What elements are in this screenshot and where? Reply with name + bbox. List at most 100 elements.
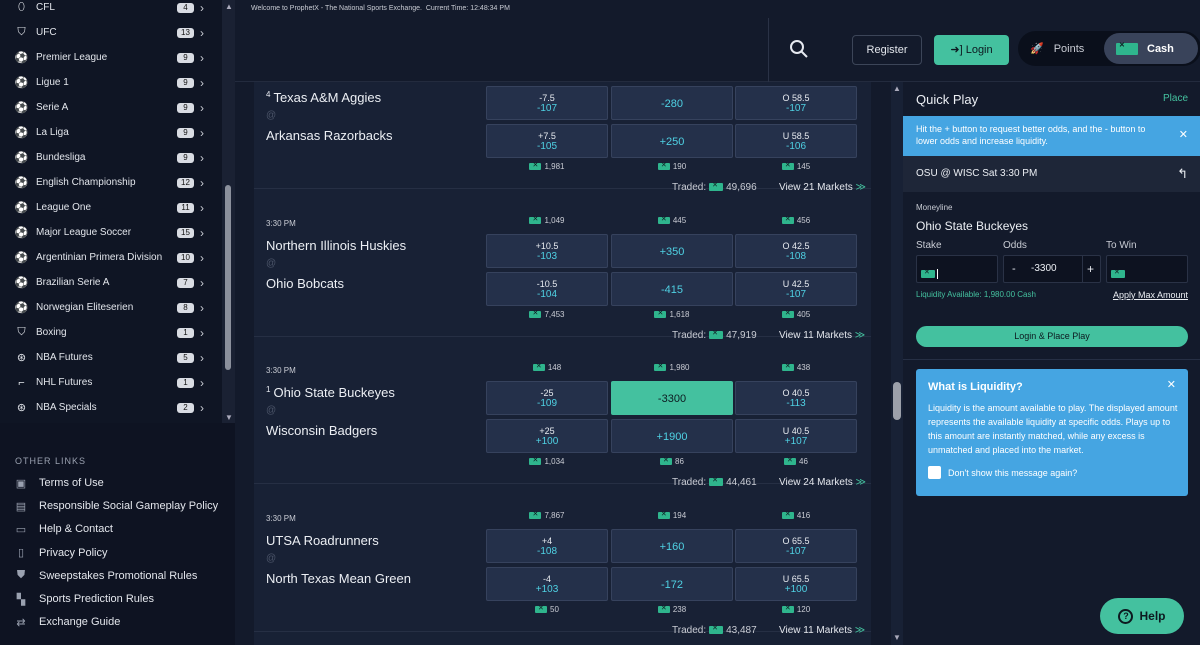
odds-cell[interactable]: -7.5 -107 bbox=[486, 86, 608, 120]
sidebar-item-league[interactable]: ⊛ NBA Specials 2 › bbox=[0, 395, 222, 420]
cash-icon bbox=[781, 510, 794, 520]
view-markets-link[interactable]: View 24 Markets ≫ bbox=[779, 477, 866, 488]
other-link-label: Privacy Policy bbox=[39, 546, 108, 559]
traded-label: Traded: bbox=[672, 625, 707, 636]
view-markets-link[interactable]: View 11 Markets ≫ bbox=[779, 330, 865, 341]
basketball-icon: ⊛ bbox=[16, 402, 27, 414]
odds-cell[interactable]: U 65.5 +100 bbox=[735, 567, 857, 601]
sidebar-item-league[interactable]: ⚽ English Championship 12 › bbox=[0, 170, 222, 195]
scroll-up-icon[interactable]: ▲ bbox=[893, 84, 901, 93]
other-link[interactable]: ▭ Help & Contact bbox=[15, 519, 113, 539]
odds-cell[interactable]: +4 -108 bbox=[486, 529, 608, 563]
sidebar-item-league[interactable]: ⚽ Bundesliga 9 › bbox=[0, 145, 222, 170]
sidebar-scrollbar[interactable]: ▲ ▼ bbox=[222, 0, 235, 423]
sidebar-item-league[interactable]: ⊛ NBA Futures 5 › bbox=[0, 345, 222, 370]
help-button[interactable]: ? Help bbox=[1100, 598, 1184, 634]
close-icon[interactable]: ✕ bbox=[1166, 379, 1176, 391]
search-icon[interactable] bbox=[788, 38, 810, 60]
sidebar-item-league[interactable]: ⚽ Premier League 9 › bbox=[0, 45, 222, 70]
sidebar-item-league[interactable]: ⚽ Serie A 9 › bbox=[0, 95, 222, 120]
sidebar-item-league[interactable]: ⌐ NHL Futures 1 › bbox=[0, 370, 222, 395]
odds-cell[interactable]: O 58.5 -107 bbox=[735, 86, 857, 120]
register-button[interactable]: Register bbox=[852, 35, 922, 65]
sidebar-item-league[interactable]: ⬯ CFL 4 › bbox=[0, 0, 222, 20]
odds-stepper[interactable]: - -3300 + bbox=[1003, 255, 1101, 283]
sidebar-scroll-thumb[interactable] bbox=[225, 185, 231, 370]
odds-cell[interactable]: U 40.5 +107 bbox=[735, 419, 857, 453]
liquidity-value: 456 bbox=[796, 216, 811, 225]
odds-cell[interactable]: U 58.5 -106 bbox=[735, 124, 857, 158]
odds-cell[interactable]: -415 bbox=[611, 272, 733, 306]
odds-cell[interactable]: +1900 bbox=[611, 419, 733, 453]
liquidity-value: 50 bbox=[550, 605, 559, 614]
liquidity-amount: 194 bbox=[611, 510, 733, 520]
sidebar-item-league[interactable]: ⛉ UFC 13 › bbox=[0, 20, 222, 45]
stake-input[interactable] bbox=[916, 255, 998, 283]
league-count-badge: 5 bbox=[177, 352, 194, 363]
odds-cell[interactable]: +250 bbox=[611, 124, 733, 158]
other-link-label: Sweepstakes Promotional Rules bbox=[39, 569, 198, 582]
sidebar-item-league[interactable]: ⚽ Brazilian Serie A 7 › bbox=[0, 270, 222, 295]
team-name-text: Northern Illinois Huskies bbox=[266, 238, 407, 253]
odds-cell[interactable]: +160 bbox=[611, 529, 733, 563]
sidebar-item-league[interactable]: ⚽ La Liga 9 › bbox=[0, 120, 222, 145]
other-link[interactable]: ▤ Responsible Social Gameplay Policy bbox=[15, 496, 218, 516]
odds-cell[interactable]: O 65.5 -107 bbox=[735, 529, 857, 563]
odds-cell[interactable]: -25 -109 bbox=[486, 381, 608, 415]
odds-cell[interactable]: -10.5 -104 bbox=[486, 272, 608, 306]
odds-plus-button[interactable]: + bbox=[1087, 262, 1095, 276]
sidebar-item-league[interactable]: ⚽ Major League Soccer 15 › bbox=[0, 220, 222, 245]
odds-cell[interactable]: -280 bbox=[611, 86, 733, 120]
cash-icon bbox=[529, 215, 542, 225]
sidebar-item-league[interactable]: ⚽ League One 11 › bbox=[0, 195, 222, 220]
odds-price: -3300 bbox=[657, 393, 687, 405]
odds-cell[interactable]: -3300 bbox=[611, 381, 733, 415]
main-scrollbar[interactable]: ▲ ▼ bbox=[891, 82, 903, 645]
sidebar-item-league[interactable]: ⚽ Ligue 1 9 › bbox=[0, 70, 222, 95]
view-markets-link[interactable]: View 11 Markets ≫ bbox=[779, 625, 865, 636]
other-link[interactable]: ⇄ Exchange Guide bbox=[15, 612, 120, 632]
points-option[interactable]: 🚀 Points bbox=[1028, 31, 1084, 66]
chevron-right-icon: › bbox=[200, 400, 204, 415]
odds-cell[interactable]: +25 +100 bbox=[486, 419, 608, 453]
close-icon[interactable]: ✕ bbox=[1178, 129, 1188, 141]
odds-cell[interactable]: +7.5 -105 bbox=[486, 124, 608, 158]
odds-cell[interactable]: -172 bbox=[611, 567, 733, 601]
currency-toggle[interactable]: 🚀 Points Cash bbox=[1018, 31, 1200, 66]
sidebar-item-league[interactable]: ⛉ Boxing 1 › bbox=[0, 320, 222, 345]
odds-cell[interactable]: +10.5 -103 bbox=[486, 234, 608, 268]
odds-cell[interactable]: +350 bbox=[611, 234, 733, 268]
odds-price: +250 bbox=[659, 136, 685, 148]
scroll-down-icon[interactable]: ▼ bbox=[893, 633, 901, 642]
view-markets-link[interactable]: View 21 Markets ≫ bbox=[779, 182, 866, 193]
odds-minus-button[interactable]: - bbox=[1012, 263, 1016, 275]
to-win-input[interactable] bbox=[1106, 255, 1188, 283]
other-link[interactable]: ▯ Privacy Policy bbox=[15, 543, 108, 563]
main-scroll-thumb[interactable] bbox=[893, 382, 901, 420]
game-list: 4 Texas A&M Aggies @ Arkansas Razorbacks -7.… bbox=[254, 82, 871, 645]
back-icon[interactable]: ↰ bbox=[1177, 166, 1188, 181]
login-button[interactable]: ➜] Login bbox=[934, 35, 1009, 65]
odds-cell[interactable]: O 42.5 -108 bbox=[735, 234, 857, 268]
league-name: Bundesliga bbox=[36, 152, 86, 163]
sidebar-item-league[interactable]: ⚽ Norwegian Eliteserien 8 › bbox=[0, 295, 222, 320]
dont-show-checkbox[interactable] bbox=[928, 466, 941, 479]
chevron-right-icon: › bbox=[200, 225, 204, 240]
odds-cell[interactable]: -4 +103 bbox=[486, 567, 608, 601]
odds-price: -104 bbox=[536, 289, 557, 300]
other-link[interactable]: ▣ Terms of Use bbox=[15, 473, 104, 493]
apply-max-link[interactable]: Apply Max Amount bbox=[1112, 290, 1188, 300]
scroll-up-icon[interactable]: ▲ bbox=[225, 2, 233, 11]
cash-option[interactable]: Cash bbox=[1104, 33, 1198, 64]
other-link[interactable]: ⛊ Sweepstakes Promotional Rules bbox=[15, 566, 197, 586]
odds-cell[interactable]: U 42.5 -107 bbox=[735, 272, 857, 306]
divider bbox=[903, 359, 1200, 360]
place-link[interactable]: Place bbox=[1162, 93, 1188, 104]
league-count-badge: 10 bbox=[177, 252, 194, 263]
sidebar-item-league[interactable]: ⚽ Argentinian Primera Division 10 › bbox=[0, 245, 222, 270]
scroll-down-icon[interactable]: ▼ bbox=[225, 413, 233, 422]
selected-game: OSU @ WISC Sat 3:30 PM ↰ bbox=[903, 156, 1200, 192]
login-place-play-button[interactable]: Login & Place Play bbox=[916, 326, 1188, 347]
other-link[interactable]: ▚ Sports Prediction Rules bbox=[15, 589, 154, 609]
odds-cell[interactable]: O 40.5 -113 bbox=[735, 381, 857, 415]
